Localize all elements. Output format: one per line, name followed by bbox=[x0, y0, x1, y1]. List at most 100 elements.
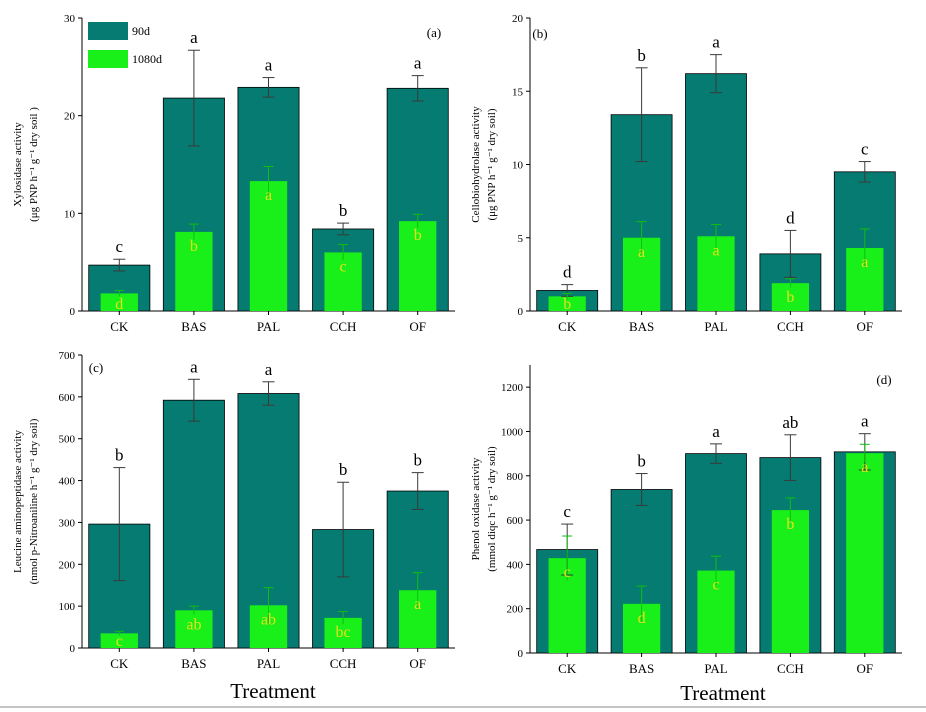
error-bar-90d bbox=[635, 67, 648, 163]
error-bar-1080d bbox=[412, 213, 423, 228]
y-tick-label: 0 bbox=[518, 306, 524, 318]
error-bar-90d bbox=[262, 381, 275, 406]
sig-letter-1080d: a bbox=[861, 254, 868, 271]
x-tick-label-ck: CK bbox=[558, 319, 577, 334]
sig-letter-90d: a bbox=[190, 28, 198, 47]
x-axis-title: Treatment bbox=[230, 679, 316, 703]
x-tick-label-ck: CK bbox=[558, 661, 577, 676]
error-bar-1080d bbox=[188, 223, 199, 240]
sig-letter-90d: a bbox=[861, 412, 869, 431]
y-tick-label: 15 bbox=[512, 86, 524, 98]
error-bar-1080d bbox=[188, 605, 199, 615]
y-tick-label: 10 bbox=[512, 160, 524, 172]
y-tick-label: 400 bbox=[507, 559, 524, 571]
error-bar-90d bbox=[411, 472, 424, 510]
sig-letter-90d: b bbox=[339, 201, 348, 220]
y-tick-label: 20 bbox=[512, 13, 524, 25]
y-tick-label: 600 bbox=[59, 392, 76, 404]
y-axis-label-units: (mmol diqc h⁻¹ g⁻¹ dry soil) bbox=[486, 446, 498, 572]
x-tick-label-ck: CK bbox=[110, 656, 129, 671]
sig-letter-1080d: a bbox=[861, 459, 868, 476]
bar-1080d-bas bbox=[175, 610, 213, 648]
y-tick-label: 20 bbox=[64, 111, 76, 123]
sig-letter-1080d: c bbox=[712, 577, 719, 594]
error-bar-1080d bbox=[859, 443, 870, 463]
sig-letter-1080d: b bbox=[190, 238, 198, 255]
error-bar-90d bbox=[858, 161, 871, 183]
sig-letter-90d: b bbox=[115, 446, 124, 465]
error-bar-1080d bbox=[338, 611, 349, 625]
y-axis-label-units: (μg PNP h⁻¹ g⁻¹ dry soil) bbox=[486, 108, 498, 220]
y-axis-label-units: (nmol p-Nitroaniline h⁻¹ g⁻¹ dry soil) bbox=[28, 418, 40, 584]
error-bar-1080d bbox=[636, 585, 647, 622]
y-tick-label: 200 bbox=[59, 559, 76, 571]
chart-panels: 0 10 20 30 Xylosidase activity (μg PNP h⁻¹ g⁻… bbox=[12, 13, 902, 705]
sig-letter-90d: a bbox=[190, 357, 198, 376]
x-tick-label-of: OF bbox=[856, 319, 873, 334]
chart-panel-2: 0 5 10 15 20 Cellobiohydrolase activity (μg PN… bbox=[470, 13, 902, 334]
chart-panel-1: 0 10 20 30 Xylosidase activity (μg PNP h⁻¹ g⁻… bbox=[12, 13, 455, 334]
x-tick-label-cch: CCH bbox=[777, 661, 804, 676]
y-tick-label: 200 bbox=[507, 604, 524, 616]
x-axis-title: Treatment bbox=[680, 681, 766, 705]
bar-1080d-pal bbox=[249, 181, 288, 311]
bar-1080d-ck bbox=[100, 293, 138, 311]
x-tick-label-pal: PAL bbox=[257, 319, 280, 334]
bar-1080d-of bbox=[399, 221, 437, 311]
panel-label: (a) bbox=[427, 25, 441, 40]
y-axis-label: Xylosidase activity bbox=[12, 122, 24, 207]
sig-letter-90d: d bbox=[563, 263, 572, 282]
sig-letter-1080d: d bbox=[115, 296, 123, 313]
sig-letter-1080d: a bbox=[638, 244, 645, 261]
panel-label: (b) bbox=[532, 26, 547, 41]
error-bar-90d bbox=[113, 258, 126, 272]
error-bar-1080d bbox=[114, 630, 125, 636]
x-tick-label-of: OF bbox=[409, 656, 426, 671]
y-tick-label: 10 bbox=[64, 208, 76, 220]
legend: 90d 1080d bbox=[88, 22, 162, 68]
error-bar-90d bbox=[710, 443, 722, 464]
chart-panel-4: 0 200 400 600 800 1000 1200 Phenol oxidase acti… bbox=[470, 365, 902, 705]
error-bar-1080d bbox=[711, 224, 721, 249]
x-tick-label-pal: PAL bbox=[704, 661, 727, 676]
y-tick-label: 1000 bbox=[501, 426, 524, 438]
sig-letter-1080d: b bbox=[563, 296, 571, 313]
x-tick-label-bas: BAS bbox=[629, 319, 654, 334]
x-tick-label-bas: BAS bbox=[629, 661, 654, 676]
y-tick-label: 300 bbox=[59, 517, 76, 529]
sig-letter-1080d: a bbox=[414, 596, 421, 613]
error-bar-90d bbox=[635, 473, 648, 506]
error-bar-1080d bbox=[859, 228, 870, 268]
sig-letter-1080d: c bbox=[564, 564, 571, 581]
x-tick-label-bas: BAS bbox=[181, 319, 206, 334]
bar-1080d-ck bbox=[100, 633, 138, 648]
x-tick-label-cch: CCH bbox=[330, 656, 357, 671]
sig-letter-90d: a bbox=[265, 360, 273, 379]
error-bar-1080d bbox=[711, 555, 721, 585]
y-axis-label: Phenol oxidase activity bbox=[470, 457, 482, 560]
error-bar-90d bbox=[187, 49, 200, 147]
x-tick-label-of: OF bbox=[409, 319, 426, 334]
y-tick-label: 400 bbox=[59, 476, 76, 488]
panel-label: (c) bbox=[89, 360, 103, 375]
error-bar-1080d bbox=[263, 165, 274, 196]
y-tick-label: 0 bbox=[70, 643, 76, 655]
error-bar-90d bbox=[337, 222, 350, 236]
y-tick-label: 0 bbox=[70, 306, 76, 318]
sig-letter-1080d: ab bbox=[261, 611, 276, 628]
bar-1080d-cch bbox=[771, 283, 809, 311]
bar-1080d-cch bbox=[771, 510, 809, 653]
legend-label-90d: 90d bbox=[132, 24, 150, 38]
x-tick-label-bas: BAS bbox=[181, 656, 206, 671]
legend-swatch-90d bbox=[88, 22, 128, 40]
x-tick-label-cch: CCH bbox=[777, 319, 804, 334]
y-axis-label: Cellobiohydrolase activity bbox=[470, 106, 482, 223]
error-bar-1080d bbox=[785, 278, 796, 288]
sig-letter-90d: c bbox=[563, 502, 571, 521]
x-tick-label-pal: PAL bbox=[257, 656, 280, 671]
error-bar-90d bbox=[113, 467, 126, 582]
sig-letter-90d: a bbox=[265, 56, 273, 75]
error-bar-1080d bbox=[636, 221, 647, 254]
x-tick-label-of: OF bbox=[856, 661, 873, 676]
bar-1080d-bas bbox=[175, 231, 213, 311]
